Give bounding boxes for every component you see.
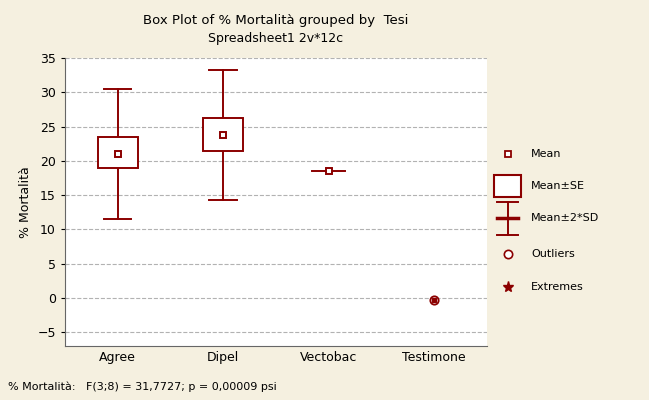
Text: Extremes: Extremes <box>531 282 583 292</box>
Text: Outliers: Outliers <box>531 250 574 260</box>
Text: Mean: Mean <box>531 148 561 158</box>
Text: Mean±SE: Mean±SE <box>531 181 585 191</box>
Y-axis label: % Mortalità: % Mortalità <box>19 166 32 238</box>
Text: % Mortalità:   F(3;8) = 31,7727; p = 0,00009 psi: % Mortalità: F(3;8) = 31,7727; p = 0,000… <box>8 381 276 392</box>
Text: Box Plot of % Mortalità grouped by  Tesi: Box Plot of % Mortalità grouped by Tesi <box>143 14 408 27</box>
Text: Spreadsheet1 2v*12c: Spreadsheet1 2v*12c <box>208 32 343 45</box>
Bar <box>495 175 520 197</box>
Bar <box>97 137 138 168</box>
Bar <box>203 118 243 150</box>
Text: Mean±2*SD: Mean±2*SD <box>531 213 599 223</box>
